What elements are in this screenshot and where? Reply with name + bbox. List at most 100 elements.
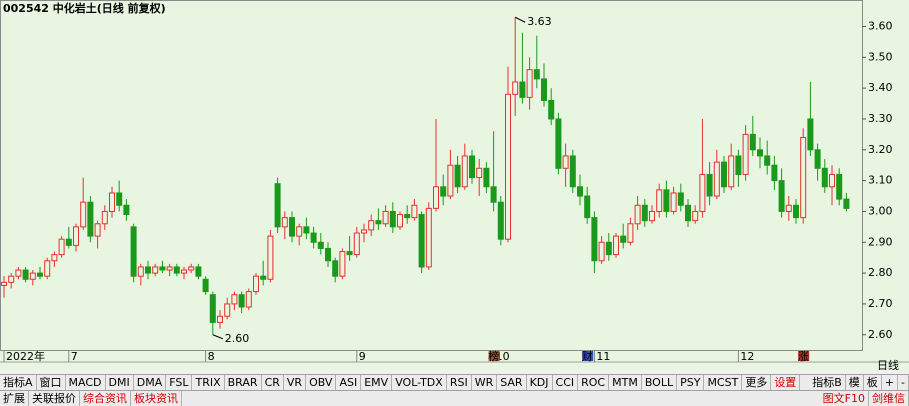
candle-body — [346, 251, 353, 256]
y-tick-label: 2.70 — [868, 297, 893, 310]
candle-body — [317, 241, 324, 249]
candle-body — [541, 78, 547, 101]
event-marker — [798, 351, 810, 361]
candle-body — [793, 204, 799, 219]
tab[interactable]: 图文F10 — [820, 391, 869, 406]
tab[interactable]: MACD — [66, 375, 106, 390]
candle-body — [80, 201, 87, 228]
candle-body — [749, 133, 756, 151]
tab[interactable]: SAR — [497, 375, 527, 390]
candle-body — [778, 180, 785, 212]
candle-body — [663, 189, 670, 212]
candle-body — [800, 136, 807, 219]
candle-body — [65, 238, 72, 246]
spacer — [800, 375, 809, 390]
candle-body — [404, 214, 411, 219]
candle-body — [137, 266, 144, 277]
candle-body — [418, 214, 425, 268]
candle-body — [8, 275, 15, 283]
tab[interactable]: + — [882, 375, 899, 390]
event-label: 涨 — [798, 350, 809, 363]
candle-body — [454, 164, 461, 188]
tab[interactable]: CCI — [553, 375, 579, 390]
candle-body — [634, 204, 641, 225]
x-tick-label: 8 — [208, 350, 215, 363]
candle-body — [656, 189, 663, 212]
candle-body — [29, 272, 36, 280]
candle-body — [821, 167, 828, 188]
tab[interactable]: 板块资讯 — [131, 391, 182, 406]
x-tick-label: 9 — [359, 350, 366, 363]
tab[interactable]: 扩展 — [0, 391, 29, 406]
candle-body — [274, 183, 281, 228]
candle-body — [735, 155, 742, 175]
tab[interactable]: ASI — [336, 375, 362, 390]
y-tick-label: 3.10 — [868, 174, 893, 187]
candle-body — [425, 207, 432, 268]
tab[interactable]: 指标B — [809, 375, 846, 390]
tab[interactable]: WR — [472, 375, 498, 390]
tab[interactable]: 综合资讯 — [80, 391, 131, 406]
candle-body — [829, 173, 835, 188]
candle-body — [130, 226, 137, 277]
candle-body — [685, 204, 691, 222]
toolbar: 指标A 窗口 MACD DMI DMA FSL TRIX BRAR CR VR OBV ASI EMV V… — [0, 374, 909, 390]
tab[interactable]: VOL-TDX — [392, 375, 447, 390]
candle-body — [526, 69, 533, 98]
x-tick-label: 2022年 — [6, 349, 45, 363]
candle-body — [181, 269, 187, 274]
candle-body — [627, 223, 634, 243]
tab[interactable]: 剑维信 — [869, 391, 909, 406]
candle-body — [519, 81, 526, 98]
candle-body — [296, 226, 303, 237]
tab[interactable]: KDJ — [527, 375, 553, 390]
tab[interactable]: BOLL — [642, 375, 678, 390]
candle-body — [613, 235, 619, 256]
candle-body — [670, 192, 677, 212]
event-marker — [488, 351, 500, 361]
candle-body — [548, 99, 555, 120]
tab[interactable]: PSY — [677, 375, 705, 390]
candle-body — [209, 294, 216, 323]
tab[interactable]: TRIX — [192, 375, 225, 390]
candle-body — [440, 186, 447, 197]
tab[interactable]: 指标A — [0, 375, 37, 390]
tab[interactable]: BRAR — [225, 375, 262, 390]
candle-body — [620, 235, 627, 243]
tab[interactable]: - — [898, 375, 909, 390]
tab[interactable]: 窗口 — [37, 375, 66, 390]
event-label: 财 — [582, 349, 593, 363]
x-tick-label: 12 — [740, 350, 754, 363]
tab[interactable]: RSI — [447, 375, 472, 390]
tab[interactable]: DMI — [106, 375, 134, 390]
tab[interactable]: DMA — [134, 375, 167, 390]
candle-body — [555, 118, 562, 169]
tab[interactable]: 设置 — [771, 375, 801, 390]
tab[interactable]: ROC — [578, 375, 610, 390]
x-tick-label: 7 — [71, 350, 78, 363]
tab[interactable]: VR — [284, 375, 307, 390]
tab[interactable]: 板 — [864, 375, 882, 390]
plot-frame — [0, 0, 863, 351]
candle-body — [260, 275, 267, 280]
tab[interactable]: MTM — [609, 375, 642, 390]
candle-body — [109, 192, 115, 212]
candle-body — [469, 155, 475, 179]
tab[interactable]: FSL — [166, 375, 193, 390]
candle-body — [764, 155, 771, 166]
annotation-label: 3.63 — [527, 15, 552, 28]
tab[interactable]: 模 — [846, 375, 864, 390]
candle-body — [605, 241, 612, 256]
annotation-arrow — [212, 334, 223, 340]
tab[interactable]: CR — [262, 375, 284, 390]
candle-body — [411, 204, 418, 219]
candle-body — [533, 69, 540, 80]
tab[interactable]: EMV — [361, 375, 393, 390]
tab[interactable]: 关联报价 — [29, 391, 80, 406]
tab[interactable]: OBV — [306, 375, 337, 390]
candle-body — [238, 294, 245, 308]
candle-body — [87, 201, 94, 237]
tab[interactable]: MCST — [704, 375, 743, 390]
candle-body — [382, 210, 389, 225]
tab[interactable]: 更多 — [742, 375, 772, 390]
